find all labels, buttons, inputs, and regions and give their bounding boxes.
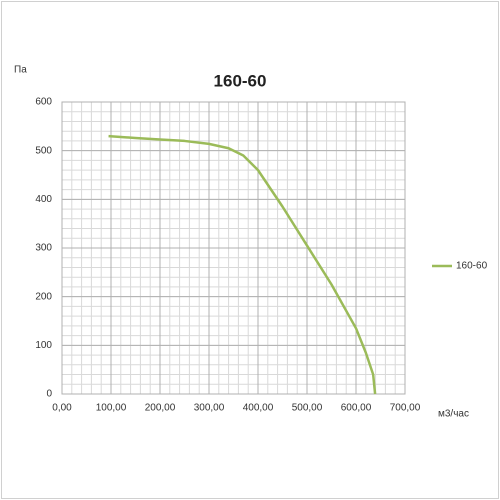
y-axis-label: Па xyxy=(14,65,27,76)
y-tick-label: 400 xyxy=(35,194,52,205)
y-tick-label: 600 xyxy=(35,97,52,108)
y-tick-label: 500 xyxy=(35,145,52,156)
x-tick-label: 600,00 xyxy=(341,403,372,414)
x-tick-label: 500,00 xyxy=(292,403,323,414)
x-axis-label: м3/час xyxy=(438,409,469,420)
x-tick-label: 0,00 xyxy=(52,403,72,414)
x-tick-label: 300,00 xyxy=(194,403,225,414)
x-tick-label: 400,00 xyxy=(243,403,274,414)
y-tick-label: 200 xyxy=(35,291,52,302)
y-tick-label: 300 xyxy=(35,243,52,254)
x-tick-label: 200,00 xyxy=(145,403,176,414)
y-tick-label: 100 xyxy=(35,340,52,351)
x-tick-label: 700,00 xyxy=(390,403,421,414)
x-tick-label: 100,00 xyxy=(96,403,127,414)
series-line xyxy=(108,134,377,395)
y-tick-label: 0 xyxy=(46,389,52,400)
plot-border xyxy=(61,101,406,395)
legend-label: 160-60 xyxy=(456,261,488,272)
chart-title: 160-60 xyxy=(214,71,267,90)
